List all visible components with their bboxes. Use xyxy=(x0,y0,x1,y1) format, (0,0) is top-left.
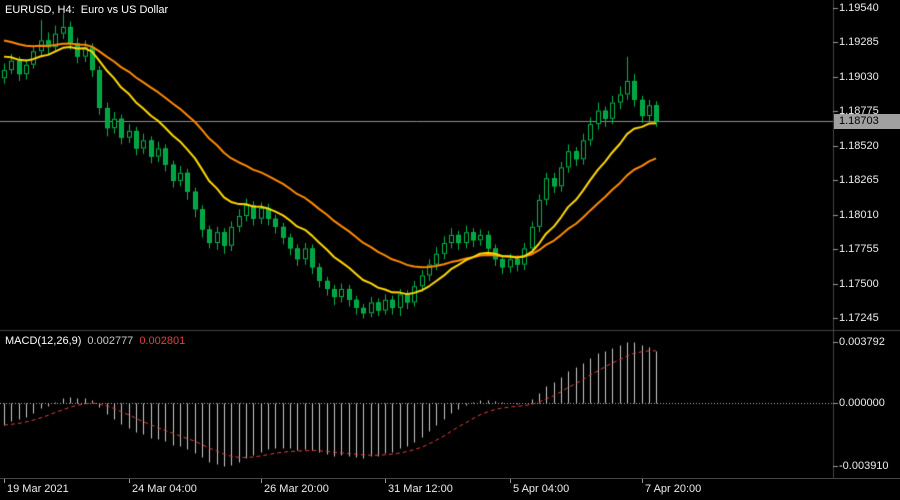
macd-label: MACD(12,26,9) xyxy=(5,335,82,347)
time-axis-tick xyxy=(4,479,5,483)
macd-axis-label: -0.003910 xyxy=(839,460,889,472)
time-axis-tick xyxy=(385,479,386,483)
price-axis-label: 1.19540 xyxy=(839,2,879,14)
time-axis-label: 19 Mar 2021 xyxy=(7,483,69,495)
time-axis-tick xyxy=(129,479,130,483)
time-axis-label: 26 Mar 20:00 xyxy=(264,483,329,495)
macd-axis-label: 0.003792 xyxy=(839,336,885,348)
price-axis-label: 1.18520 xyxy=(839,139,879,152)
price-axis-label: 1.19030 xyxy=(839,70,879,83)
time-axis-label: 24 Mar 04:00 xyxy=(132,483,197,495)
price-axis-label: 1.17755 xyxy=(839,243,879,256)
time-axis-tick xyxy=(642,479,643,483)
macd-main-value: 0.002777 xyxy=(87,335,134,347)
time-axis[interactable]: 19 Mar 2021 24 Mar 04:00 26 Mar 20:00 31 Ma… xyxy=(0,478,900,500)
chart-title: EURUSD, H4: Euro vs US Dollar xyxy=(5,4,169,16)
time-axis-label: 31 Mar 12:00 xyxy=(388,483,453,495)
time-axis-label: 5 Apr 04:00 xyxy=(513,483,570,495)
current-price-tag: 1.18703 xyxy=(834,114,900,129)
price-axis[interactable]: 1.19540 1.19285 1.19030 1.18775 1.18520 1.182… xyxy=(836,0,900,478)
time-axis-label: 7 Apr 20:00 xyxy=(645,483,702,495)
price-axis-label: 1.17245 xyxy=(839,312,879,324)
macd-indicator-title: MACD(12,26,9) 0.002777 0.002801 xyxy=(5,335,185,347)
macd-signal-value: 0.002801 xyxy=(139,335,186,347)
chart-canvas[interactable] xyxy=(0,0,900,478)
time-axis-tick xyxy=(261,479,262,483)
panel-splitter[interactable] xyxy=(0,329,900,333)
price-axis-label: 1.19285 xyxy=(839,36,879,49)
time-axis-tick xyxy=(510,479,511,483)
price-axis-label: 1.18265 xyxy=(839,174,879,187)
price-axis-label: 1.17500 xyxy=(839,277,879,290)
macd-axis-label: 0.000000 xyxy=(839,397,885,409)
price-axis-label: 1.18010 xyxy=(839,208,879,221)
